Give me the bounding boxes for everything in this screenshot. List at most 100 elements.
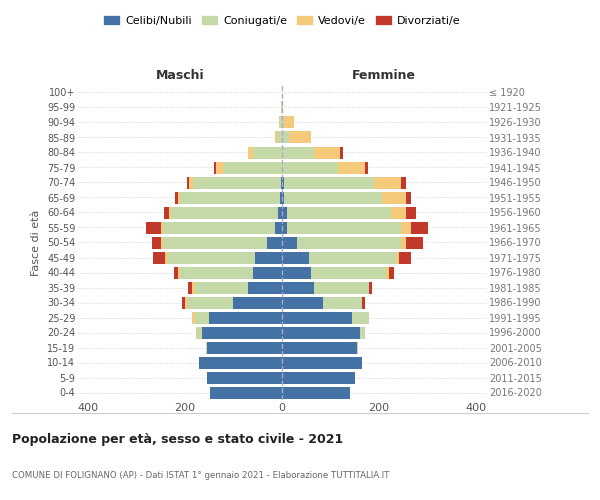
Bar: [153, 252, 166, 264]
Bar: [289, 132, 311, 143]
Bar: [282, 162, 338, 173]
Bar: [255, 252, 282, 264]
Bar: [406, 206, 416, 218]
Bar: [163, 236, 268, 248]
Bar: [209, 312, 282, 324]
Bar: [282, 252, 309, 264]
Bar: [323, 296, 362, 308]
Bar: [282, 386, 350, 398]
Bar: [309, 252, 396, 264]
Text: COMUNE DI FOLIGNANO (AP) - Dati ISTAT 1° gennaio 2021 - Elaborazione TUTTITALIA.: COMUNE DI FOLIGNANO (AP) - Dati ISTAT 1°…: [12, 470, 389, 480]
Bar: [362, 296, 365, 308]
Bar: [185, 296, 187, 308]
Bar: [282, 356, 362, 368]
Bar: [196, 326, 197, 338]
Bar: [197, 326, 202, 338]
Bar: [282, 132, 289, 143]
Text: Maschi: Maschi: [155, 69, 205, 82]
Bar: [401, 176, 406, 188]
Bar: [282, 312, 352, 324]
Bar: [187, 296, 233, 308]
Bar: [194, 282, 248, 294]
Bar: [406, 236, 423, 248]
Bar: [280, 192, 282, 203]
Bar: [169, 206, 171, 218]
Bar: [391, 206, 406, 218]
Bar: [161, 236, 163, 248]
Bar: [282, 342, 357, 353]
Bar: [282, 236, 296, 248]
Bar: [217, 162, 224, 173]
Bar: [210, 386, 282, 398]
Bar: [275, 222, 282, 234]
Bar: [278, 206, 282, 218]
Bar: [282, 116, 284, 128]
Bar: [182, 296, 185, 308]
Bar: [207, 342, 282, 353]
Bar: [171, 206, 278, 218]
Bar: [282, 192, 284, 203]
Bar: [411, 222, 428, 234]
Bar: [287, 206, 391, 218]
Bar: [189, 176, 193, 188]
Bar: [314, 146, 340, 158]
Bar: [253, 266, 282, 278]
Bar: [146, 222, 161, 234]
Legend: Celibi/Nubili, Coniugati/e, Vedovi/e, Divorziati/e: Celibi/Nubili, Coniugati/e, Vedovi/e, Di…: [99, 10, 465, 30]
Bar: [214, 162, 217, 173]
Bar: [406, 192, 411, 203]
Bar: [248, 282, 282, 294]
Bar: [178, 192, 180, 203]
Bar: [180, 266, 253, 278]
Bar: [178, 266, 180, 278]
Bar: [206, 342, 207, 353]
Bar: [248, 146, 253, 158]
Bar: [253, 146, 282, 158]
Bar: [199, 356, 282, 368]
Bar: [193, 176, 281, 188]
Bar: [188, 282, 192, 294]
Bar: [281, 102, 282, 114]
Bar: [275, 132, 277, 143]
Bar: [152, 236, 161, 248]
Bar: [282, 372, 355, 384]
Bar: [374, 176, 401, 188]
Bar: [173, 266, 178, 278]
Bar: [192, 282, 194, 294]
Bar: [224, 162, 282, 173]
Bar: [233, 296, 282, 308]
Bar: [282, 146, 314, 158]
Bar: [168, 252, 255, 264]
Bar: [164, 206, 169, 218]
Bar: [282, 206, 287, 218]
Bar: [401, 222, 411, 234]
Bar: [187, 176, 189, 188]
Bar: [314, 282, 370, 294]
Bar: [357, 342, 358, 353]
Bar: [389, 266, 394, 278]
Bar: [282, 282, 314, 294]
Bar: [296, 236, 401, 248]
Bar: [166, 252, 168, 264]
Bar: [284, 116, 294, 128]
Bar: [202, 326, 282, 338]
Bar: [282, 296, 323, 308]
Bar: [365, 162, 368, 173]
Bar: [338, 162, 365, 173]
Bar: [180, 192, 280, 203]
Bar: [396, 252, 398, 264]
Bar: [207, 372, 282, 384]
Bar: [386, 266, 389, 278]
Text: Popolazione per età, sesso e stato civile - 2021: Popolazione per età, sesso e stato civil…: [12, 432, 343, 446]
Bar: [282, 222, 287, 234]
Bar: [282, 326, 360, 338]
Bar: [284, 192, 382, 203]
Bar: [360, 326, 365, 338]
Bar: [161, 222, 163, 234]
Bar: [340, 146, 343, 158]
Bar: [268, 236, 282, 248]
Y-axis label: Fasce di età: Fasce di età: [31, 210, 41, 276]
Bar: [192, 312, 194, 324]
Text: Femmine: Femmine: [352, 69, 416, 82]
Bar: [282, 266, 311, 278]
